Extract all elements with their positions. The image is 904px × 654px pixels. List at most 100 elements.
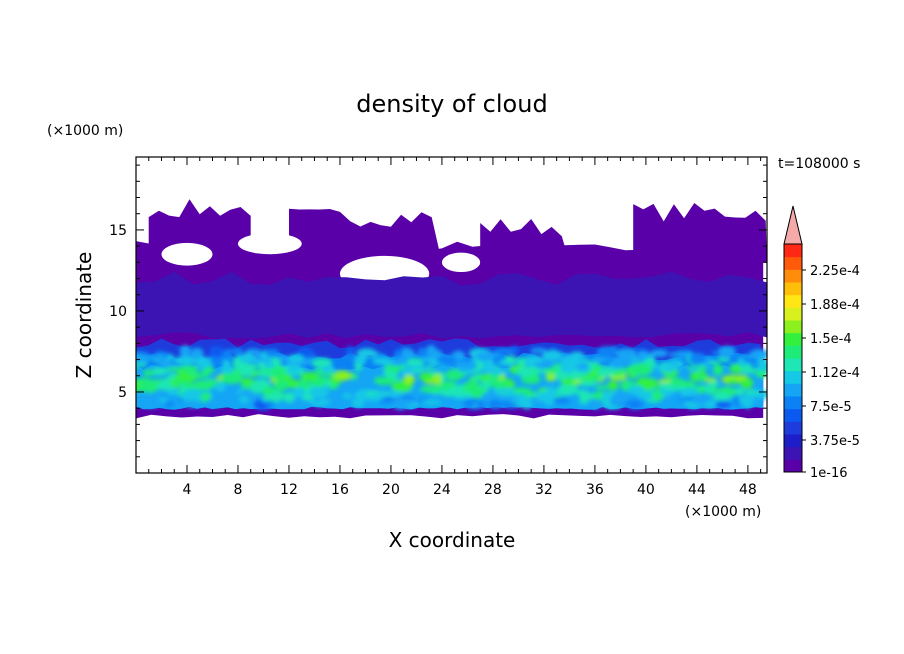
core-cell [718, 346, 736, 357]
core-cell [209, 346, 224, 358]
core-cell [487, 368, 508, 375]
core-cell [516, 367, 535, 377]
core-cell [529, 348, 547, 353]
core-cell [601, 393, 613, 401]
colorbar-label: 1.12e-4 [810, 366, 860, 381]
core-cell [220, 367, 235, 374]
x-unit-label: (×1000 m) [685, 504, 761, 520]
core-cell [403, 374, 415, 385]
core-cell [264, 348, 280, 357]
colorbar-segment [784, 383, 802, 397]
core-cell [691, 395, 709, 405]
core-cell [421, 399, 442, 406]
core-cell [615, 348, 637, 359]
core-cell [165, 366, 184, 372]
core-cell [372, 357, 394, 366]
core-cell [511, 387, 532, 394]
core-cell [596, 369, 616, 377]
colorbar-segment [784, 434, 802, 448]
core-cell [455, 361, 478, 371]
core-cell [394, 348, 404, 353]
colorbar-segment [784, 446, 802, 460]
core-cell [391, 381, 413, 393]
colorbar-label: 7.5e-5 [810, 400, 852, 415]
core-cell [263, 361, 275, 370]
core-cell [447, 371, 460, 381]
core-cell [322, 372, 338, 377]
colorbar-extend-arrow [783, 205, 803, 245]
core-cell [560, 361, 577, 373]
colorbar-segment [784, 370, 802, 384]
core-cell [191, 395, 201, 402]
core-cell [554, 371, 571, 380]
core-cell [190, 347, 204, 359]
core-cell [351, 397, 364, 408]
core-cell [544, 367, 559, 374]
core-cell [156, 381, 174, 391]
core-cell [221, 373, 243, 384]
core-cell [155, 354, 165, 366]
x-tick-label: 24 [433, 482, 451, 498]
core-cell [738, 396, 754, 405]
core-cell [637, 350, 651, 361]
core-cell [592, 401, 602, 409]
plot-frame [135, 156, 768, 474]
colorbar-label: 1e-16 [810, 466, 848, 481]
y-tick-label: 5 [118, 385, 127, 401]
colorbar-segment [784, 244, 802, 258]
core-cell [522, 396, 532, 407]
core-cell [712, 363, 723, 376]
y-axis-ticks: 5 10 15 [109, 164, 767, 458]
core-cell [264, 400, 275, 408]
core-cell [166, 388, 180, 395]
core-cell [432, 373, 442, 385]
colorbar-segment [784, 282, 802, 296]
core-cell [680, 387, 699, 396]
x-tick-label: 20 [382, 482, 400, 498]
x-tick-label: 12 [280, 482, 298, 498]
core-cell [345, 346, 355, 355]
core-cell [321, 365, 335, 373]
clear-gap [161, 242, 213, 266]
core-cell [481, 392, 501, 400]
colorbar-segment [784, 396, 802, 410]
core-cell [502, 397, 520, 402]
core-cell [409, 364, 428, 370]
colorbar: 2.25e-4 1.88e-4 1.5e-4 1.12e-4 7.5e-5 3.75e-5… [783, 205, 860, 481]
time-label: t=108000 s [778, 156, 860, 172]
core-cell [419, 372, 434, 382]
core-cell [659, 390, 675, 395]
core-cell [757, 356, 766, 368]
core-cell [214, 382, 226, 392]
colorbar-segment [784, 294, 802, 308]
core-cell [331, 370, 352, 381]
core-cell [744, 390, 759, 395]
core-cell [297, 347, 314, 358]
core-cell [689, 352, 706, 364]
core-cell [749, 349, 767, 360]
colorbar-segment [784, 358, 802, 372]
core-cell [356, 348, 377, 358]
core-cell [293, 387, 306, 398]
core-cell [159, 368, 169, 374]
core-cell [139, 380, 160, 393]
colorbar-segment [784, 408, 802, 422]
core-cell [164, 401, 175, 407]
core-cell [554, 396, 571, 404]
core-cell [400, 368, 415, 377]
core-cell [235, 362, 252, 371]
colorbar-label: 1.5e-4 [810, 332, 852, 347]
core-cell [488, 379, 509, 388]
core-cell [257, 371, 273, 377]
core-cell [346, 353, 355, 363]
colorbar-segment [784, 459, 802, 473]
core-cell [182, 365, 198, 375]
core-cell [393, 351, 403, 358]
core-cell [475, 352, 495, 361]
core-cell [579, 391, 590, 403]
core-cell [245, 348, 262, 355]
core-cell [712, 392, 732, 401]
core-cell [735, 386, 745, 396]
colorbar-segment [784, 320, 802, 334]
